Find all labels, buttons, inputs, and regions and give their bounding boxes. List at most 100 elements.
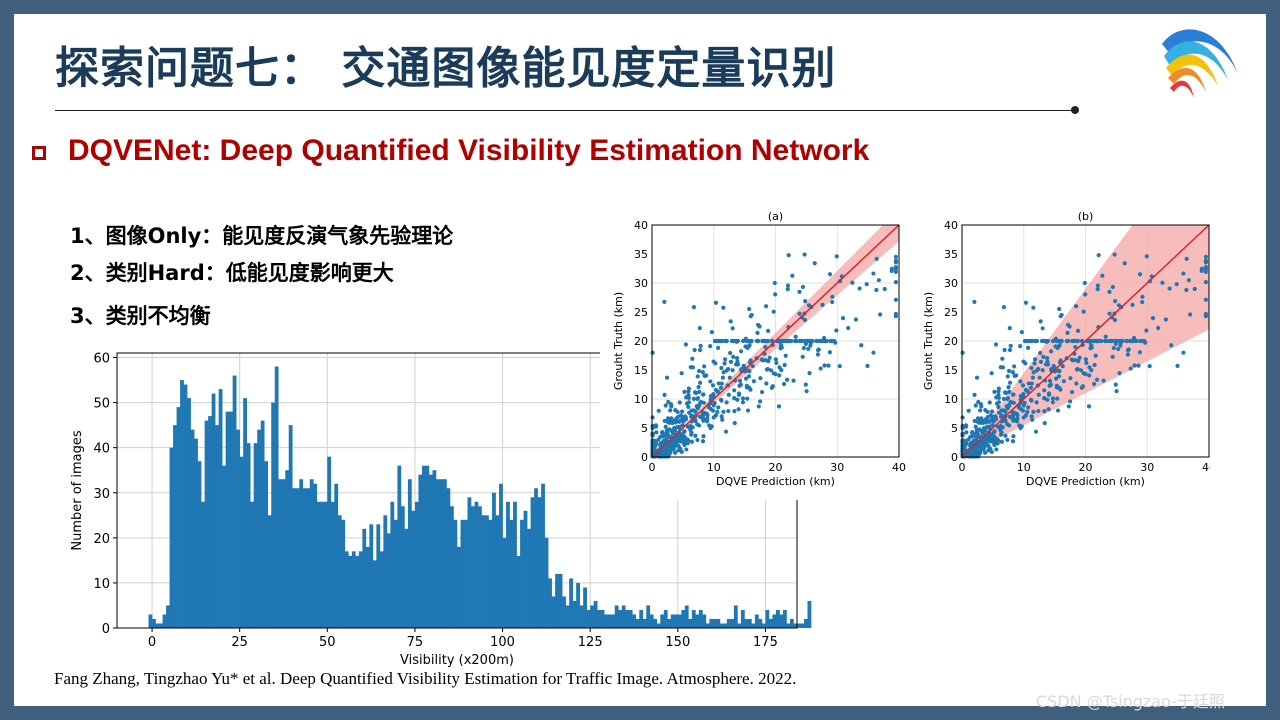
scatter-point bbox=[824, 338, 830, 344]
scatter-point bbox=[754, 338, 759, 344]
x-tick-label: 0 bbox=[649, 461, 656, 474]
scatter-point bbox=[758, 376, 763, 381]
y-tick-label: 5 bbox=[641, 422, 648, 435]
x-tick-label: 50 bbox=[319, 635, 336, 650]
scatter-point bbox=[689, 414, 694, 419]
histogram-bar bbox=[544, 537, 549, 628]
y-tick-label: 30 bbox=[93, 487, 110, 502]
scatter-point bbox=[658, 443, 663, 448]
histogram-bar bbox=[246, 443, 251, 628]
scatter-point bbox=[960, 445, 965, 450]
scatter-point bbox=[749, 339, 754, 344]
scatter-point bbox=[757, 324, 762, 329]
histogram-bar bbox=[316, 501, 321, 628]
visibility-histogram: 0 25 50 75 100 125 150 1750102030405060Visibili… bbox=[70, 352, 812, 668]
scatter-point bbox=[1101, 378, 1106, 383]
scatter-point bbox=[966, 437, 971, 442]
histogram-bar bbox=[194, 438, 198, 628]
scatter-point bbox=[1186, 278, 1191, 283]
histogram-bar bbox=[166, 605, 170, 628]
scatter-point bbox=[1053, 376, 1059, 381]
histogram-bar bbox=[502, 537, 507, 628]
scatter-point bbox=[755, 330, 760, 335]
scatter-point bbox=[660, 439, 666, 444]
scatter-point bbox=[1129, 338, 1135, 344]
scatter-point bbox=[774, 360, 779, 365]
scatter-point bbox=[859, 343, 864, 348]
scatter-point bbox=[871, 271, 876, 276]
histogram-bar bbox=[639, 609, 644, 628]
scatter-point bbox=[1000, 356, 1005, 361]
histogram-bar bbox=[705, 623, 710, 628]
scatter-point bbox=[672, 428, 678, 433]
histogram-bar bbox=[775, 609, 780, 628]
scatter-point bbox=[1048, 349, 1054, 354]
scatter-point bbox=[990, 409, 995, 414]
scatter-point bbox=[1007, 414, 1012, 419]
histogram-bar bbox=[460, 519, 465, 628]
scatter-point bbox=[773, 292, 778, 297]
scatter-point bbox=[686, 395, 691, 400]
scatter-point bbox=[865, 363, 870, 368]
scatter-point bbox=[726, 392, 731, 397]
scatter-point bbox=[999, 439, 1004, 444]
scatter-point bbox=[697, 414, 702, 419]
scatter-point bbox=[995, 441, 1000, 446]
scatter-point bbox=[1001, 396, 1007, 401]
y-axis-label: Grouht Truth (km) bbox=[922, 292, 935, 390]
scatter-point bbox=[1100, 273, 1105, 278]
scatter-point bbox=[992, 429, 997, 435]
scatter-point bbox=[726, 408, 731, 414]
scatter-point bbox=[1038, 319, 1043, 324]
scatter-point bbox=[1132, 363, 1137, 368]
histogram-bar bbox=[211, 393, 216, 628]
scatter-point bbox=[1203, 254, 1209, 259]
scatter-point bbox=[1036, 392, 1041, 397]
y-tick-label: 30 bbox=[634, 277, 648, 290]
histogram-bar bbox=[432, 470, 437, 628]
scatter-point bbox=[803, 382, 808, 387]
scatter-point bbox=[650, 415, 655, 420]
x-tick-label: 125 bbox=[578, 635, 603, 650]
scatter-point bbox=[684, 401, 690, 406]
histogram-bar bbox=[155, 623, 160, 628]
scatter-point bbox=[1005, 374, 1010, 379]
scatter-point bbox=[977, 427, 982, 432]
scatter-point bbox=[688, 365, 693, 370]
histogram-bar bbox=[418, 474, 423, 628]
histogram-bar bbox=[670, 614, 675, 628]
scatter-point bbox=[654, 430, 659, 435]
histogram-bar bbox=[712, 618, 717, 628]
histogram-bar bbox=[334, 483, 339, 628]
scatter-point bbox=[675, 409, 680, 415]
scatter-point bbox=[987, 438, 992, 444]
histogram-bar bbox=[537, 497, 542, 628]
scatter-point bbox=[882, 286, 887, 292]
histogram-bar bbox=[386, 533, 391, 628]
histogram-bar bbox=[341, 519, 346, 628]
scatter-point bbox=[715, 389, 720, 394]
scatter-point bbox=[723, 429, 729, 434]
scatter-point bbox=[702, 373, 707, 379]
histogram-bar bbox=[204, 420, 209, 628]
slide-title: 探索问题七： 交通图像能见度定量识别 bbox=[55, 43, 837, 94]
scatter-point bbox=[804, 389, 809, 394]
scatter-point bbox=[759, 389, 765, 395]
scatter-point bbox=[745, 396, 750, 401]
scatter-point bbox=[814, 338, 820, 344]
histogram-bar bbox=[488, 519, 493, 628]
scatter-point bbox=[1019, 424, 1024, 429]
scatter-point bbox=[784, 377, 790, 382]
scatter-point bbox=[692, 347, 697, 353]
scatter-point bbox=[1110, 354, 1115, 359]
scatter-point bbox=[818, 366, 823, 371]
scatter-point bbox=[678, 418, 683, 423]
histogram-bar bbox=[516, 555, 521, 628]
histogram-bar bbox=[572, 600, 577, 628]
scatter-point bbox=[726, 366, 731, 372]
scatter-point bbox=[728, 359, 734, 364]
scatter-point bbox=[1024, 338, 1029, 344]
x-tick-label: 10 bbox=[1017, 461, 1031, 474]
scatter-point bbox=[964, 430, 969, 435]
scatter-point bbox=[716, 381, 721, 386]
